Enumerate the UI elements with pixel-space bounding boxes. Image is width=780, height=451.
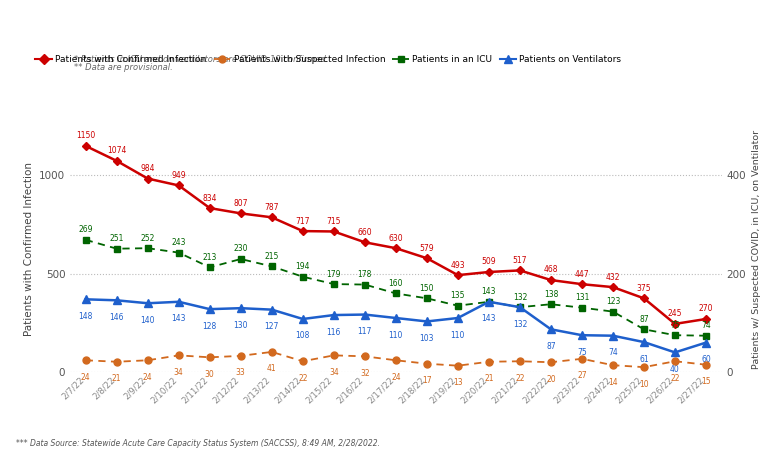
Text: 13: 13 <box>453 378 463 387</box>
Text: 75: 75 <box>577 348 587 357</box>
Text: 108: 108 <box>296 331 310 341</box>
Text: 834: 834 <box>203 193 217 202</box>
Text: 243: 243 <box>172 238 186 247</box>
Text: 127: 127 <box>264 322 279 331</box>
Text: 110: 110 <box>451 331 465 340</box>
Text: 22: 22 <box>515 374 525 383</box>
Text: 15: 15 <box>701 377 711 386</box>
Text: 60: 60 <box>701 355 711 364</box>
Text: 34: 34 <box>174 368 183 377</box>
Text: 468: 468 <box>544 266 558 275</box>
Text: 270: 270 <box>699 304 713 313</box>
Text: 432: 432 <box>606 272 620 281</box>
Text: 148: 148 <box>79 312 93 321</box>
Text: 375: 375 <box>636 284 651 293</box>
Text: 75: 75 <box>670 321 680 330</box>
Text: 138: 138 <box>544 290 558 299</box>
Text: 251: 251 <box>109 234 124 243</box>
Text: 22: 22 <box>670 374 679 383</box>
Text: 143: 143 <box>172 314 186 323</box>
Text: 128: 128 <box>203 322 217 331</box>
Text: 17: 17 <box>422 376 431 385</box>
Text: 1074: 1074 <box>107 146 126 155</box>
Text: 116: 116 <box>327 327 341 336</box>
Text: 509: 509 <box>481 258 496 267</box>
Text: ** Data are provisional.: ** Data are provisional. <box>74 63 173 72</box>
Text: 123: 123 <box>606 297 620 306</box>
Text: 715: 715 <box>327 217 341 226</box>
Text: * Patients in ICU and on ventilators are COVID-19 confirmed.: * Patients in ICU and on ventilators are… <box>74 55 328 64</box>
Text: 215: 215 <box>264 252 279 261</box>
Text: 717: 717 <box>296 216 310 226</box>
Y-axis label: Patients w/ Suspected COVID, in ICU, on Ventilator: Patients w/ Suspected COVID, in ICU, on … <box>752 129 760 369</box>
Text: 30: 30 <box>205 370 215 379</box>
Text: 984: 984 <box>140 164 155 173</box>
Text: 949: 949 <box>172 171 186 180</box>
Text: 61: 61 <box>639 354 649 364</box>
Text: 132: 132 <box>512 320 527 329</box>
Text: 150: 150 <box>420 284 434 293</box>
Text: COVID-19 Hospitalizations Reported by MS Hospitals, 2/7/22-2/27/22 *,**,***: COVID-19 Hospitalizations Reported by MS… <box>117 17 663 30</box>
Text: 1150: 1150 <box>76 131 95 140</box>
Text: 74: 74 <box>608 348 618 357</box>
Text: 20: 20 <box>546 375 555 384</box>
Text: 245: 245 <box>668 309 682 318</box>
Text: 135: 135 <box>451 291 465 300</box>
Y-axis label: Patients with Confirmed Infection: Patients with Confirmed Infection <box>23 162 34 336</box>
Text: 32: 32 <box>360 369 370 378</box>
Text: 140: 140 <box>140 316 155 325</box>
Text: 131: 131 <box>575 293 589 302</box>
Text: 787: 787 <box>264 203 279 212</box>
Text: 178: 178 <box>358 270 372 279</box>
Text: 27: 27 <box>577 371 587 380</box>
Text: 103: 103 <box>420 334 434 343</box>
Text: 34: 34 <box>329 368 339 377</box>
Text: 14: 14 <box>608 377 618 387</box>
Text: 130: 130 <box>233 321 248 330</box>
Text: 269: 269 <box>79 226 93 234</box>
Text: 517: 517 <box>512 256 527 265</box>
Text: 24: 24 <box>391 373 401 382</box>
Text: 493: 493 <box>451 261 465 270</box>
Text: 24: 24 <box>143 373 153 382</box>
Text: 143: 143 <box>481 287 496 296</box>
Text: 21: 21 <box>112 374 122 383</box>
Text: 24: 24 <box>81 373 90 382</box>
Text: 87: 87 <box>546 342 555 351</box>
Text: *** Data Source: Statewide Acute Care Capacity Status System (SACCSS), 8:49 AM, : *** Data Source: Statewide Acute Care Ca… <box>16 438 380 447</box>
Text: 132: 132 <box>512 293 527 302</box>
Text: 179: 179 <box>327 270 341 279</box>
Text: 41: 41 <box>267 364 277 373</box>
Text: 146: 146 <box>109 313 124 322</box>
Text: 110: 110 <box>388 331 403 340</box>
Text: 230: 230 <box>233 244 248 253</box>
Text: 579: 579 <box>420 244 434 253</box>
Text: 213: 213 <box>203 253 217 262</box>
Text: 40: 40 <box>670 365 680 374</box>
Text: 87: 87 <box>639 315 649 324</box>
Text: 660: 660 <box>357 228 372 237</box>
Text: 74: 74 <box>701 321 711 330</box>
Text: 194: 194 <box>296 262 310 271</box>
Text: 252: 252 <box>140 234 155 243</box>
Text: 160: 160 <box>388 279 403 288</box>
Text: 22: 22 <box>298 374 307 383</box>
Legend: Patients with Confirmed Infection, Patients with Suspected Infection, Patients i: Patients with Confirmed Infection, Patie… <box>32 52 625 68</box>
Text: 447: 447 <box>575 270 589 279</box>
Text: 630: 630 <box>388 234 403 243</box>
Text: 143: 143 <box>481 314 496 323</box>
Text: 33: 33 <box>236 368 246 377</box>
Text: 21: 21 <box>484 374 494 383</box>
Text: 117: 117 <box>358 327 372 336</box>
Text: 10: 10 <box>639 380 649 389</box>
Text: 807: 807 <box>233 199 248 208</box>
